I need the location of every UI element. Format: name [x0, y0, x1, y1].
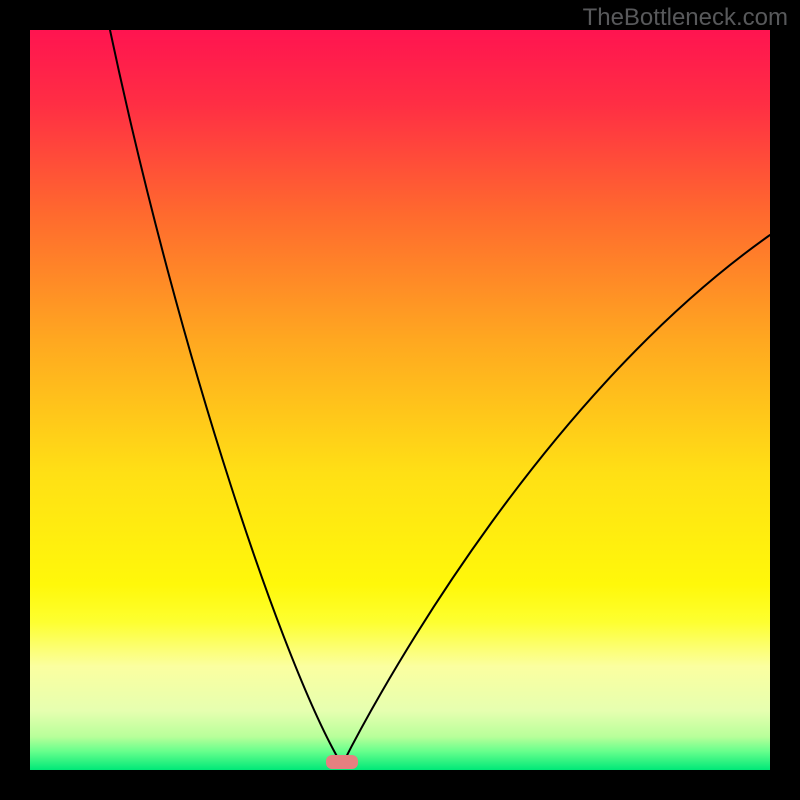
watermark-text: TheBottleneck.com — [583, 4, 788, 32]
optimal-marker — [326, 755, 358, 769]
plot-area — [30, 30, 770, 770]
outer-frame: TheBottleneck.com — [0, 0, 800, 800]
bottleneck-chart — [30, 30, 770, 770]
